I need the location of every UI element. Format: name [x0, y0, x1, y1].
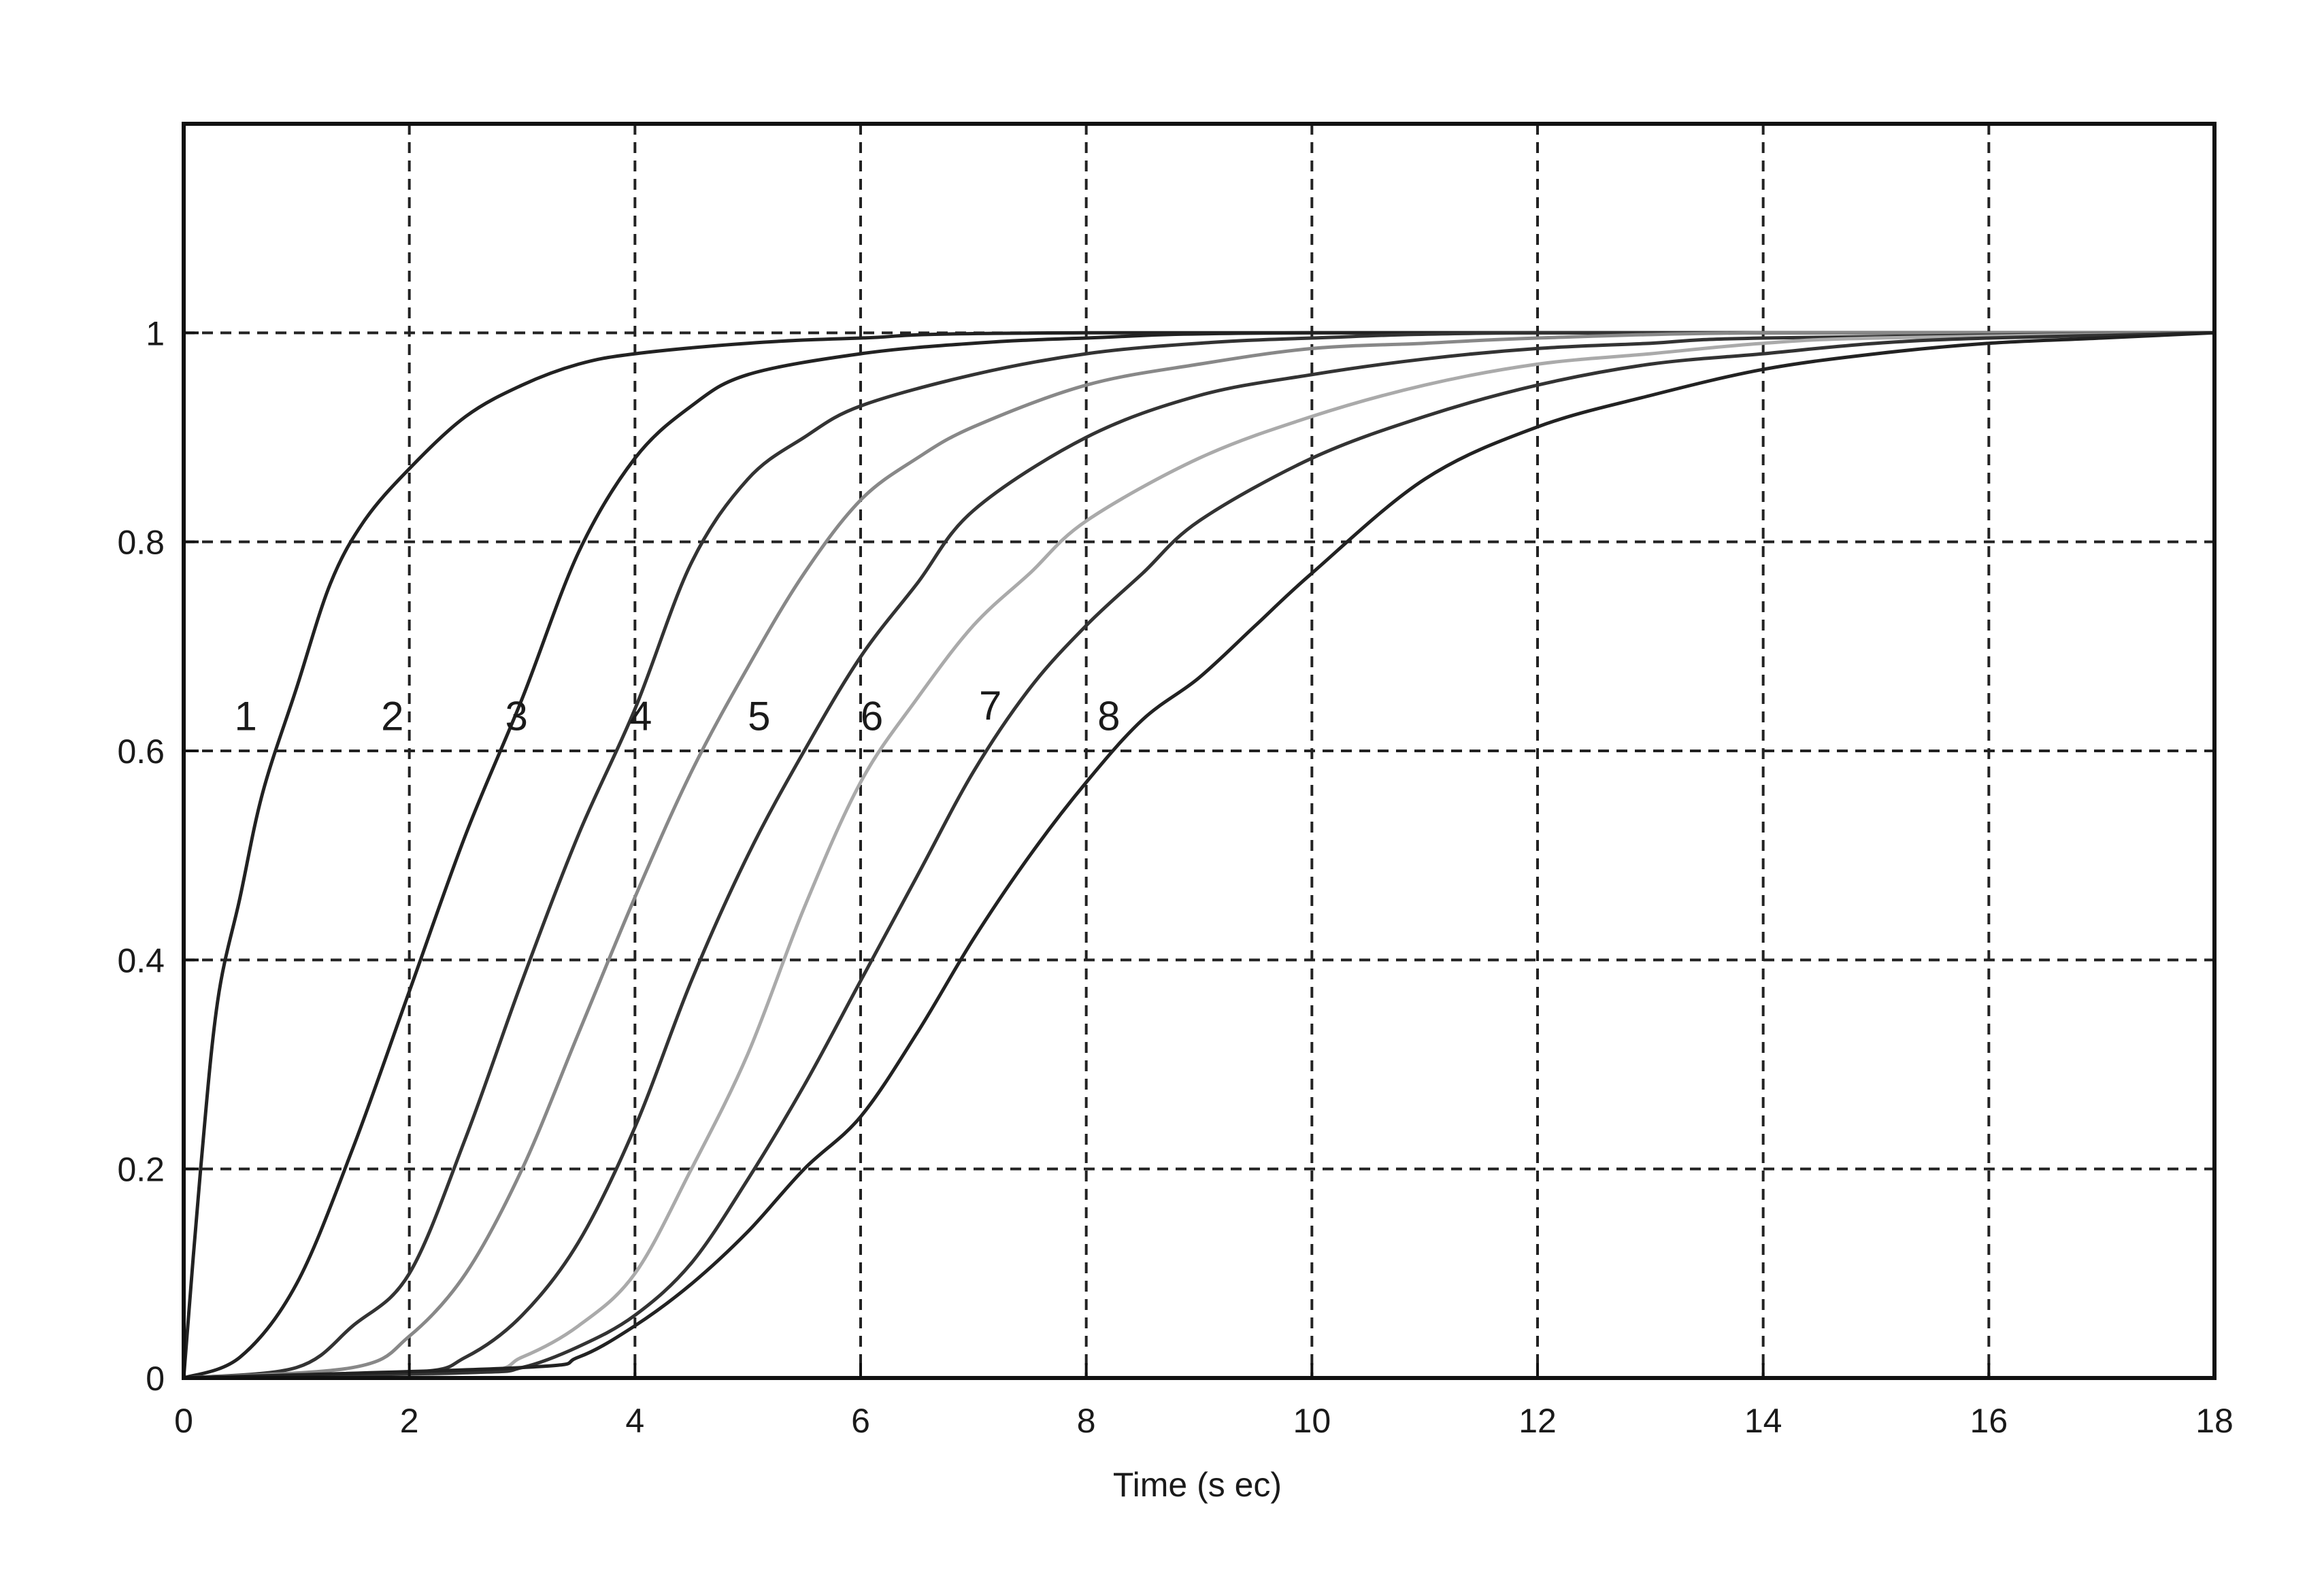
curve-label-4: 4 [629, 693, 652, 739]
curve-label-5: 5 [748, 693, 770, 739]
curve-label-8: 8 [1097, 693, 1120, 739]
y-tick-label-1: 1 [146, 314, 165, 352]
curve-label-2: 2 [381, 693, 403, 739]
y-tick-label-0_2: 0.2 [117, 1151, 165, 1189]
x-tick-label-12: 12 [1518, 1402, 1557, 1440]
curve-label-7: 7 [979, 683, 1001, 728]
curve-2 [183, 331, 2214, 1380]
curve-6 [183, 331, 2215, 1380]
curve-3 [183, 331, 2214, 1380]
curve-8 [183, 331, 2215, 1380]
y-tick-label-0_8: 0.8 [117, 524, 165, 562]
x-tick-label-8: 8 [1077, 1402, 1096, 1440]
x-tick-label-2: 2 [400, 1402, 419, 1440]
x-axis-title: Time (s ec) [1113, 1466, 1282, 1504]
curve-7 [183, 331, 2215, 1380]
curve-label-1: 1 [235, 693, 257, 739]
x-tick-label-6: 6 [851, 1402, 870, 1440]
x-tick-label-10: 10 [1293, 1402, 1331, 1440]
y-tick-label-0: 0 [146, 1360, 165, 1398]
curve-labels: 1 2 3 4 5 6 7 8 [235, 683, 1120, 739]
y-tick-label-0_6: 0.6 [117, 733, 165, 771]
x-tick-label-14: 14 [1744, 1402, 1782, 1440]
x-tick-label-4: 4 [625, 1402, 644, 1440]
curve-label-6: 6 [861, 693, 883, 739]
y-tick-label-0_4: 0.4 [117, 941, 165, 979]
curve-4 [183, 331, 2214, 1380]
curve-1 [182, 331, 2214, 1379]
x-tick-label-18: 18 [2195, 1402, 2234, 1440]
response-curves [182, 331, 2215, 1380]
curve-label-3: 3 [505, 693, 528, 739]
x-tick-label-16: 16 [1970, 1402, 2008, 1440]
curve-5 [183, 331, 2215, 1380]
x-tick-label-0: 0 [174, 1402, 193, 1440]
